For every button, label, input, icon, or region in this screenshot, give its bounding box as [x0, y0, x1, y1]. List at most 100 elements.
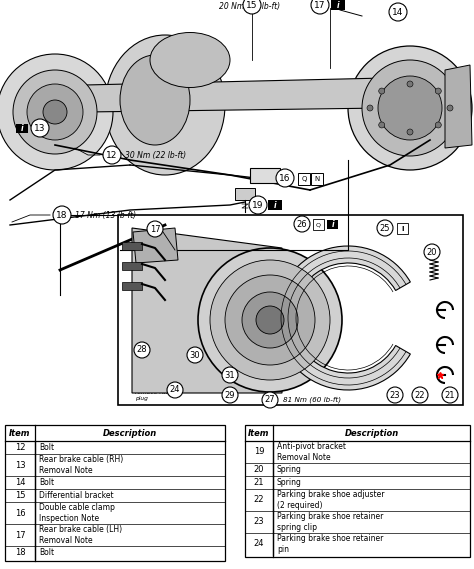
Circle shape — [276, 169, 294, 187]
Bar — [235, 188, 255, 200]
Text: Bolt: Bolt — [39, 548, 54, 557]
Text: 30: 30 — [190, 351, 201, 360]
Text: Q: Q — [316, 222, 321, 227]
Circle shape — [103, 146, 121, 164]
Text: Anti-pivot bracket
Removal Note: Anti-pivot bracket Removal Note — [277, 442, 346, 462]
Text: 14: 14 — [15, 478, 25, 487]
Bar — [118, 215, 463, 405]
Text: 22: 22 — [415, 390, 425, 399]
Text: 27: 27 — [264, 395, 275, 405]
Ellipse shape — [150, 32, 230, 88]
Text: 17: 17 — [15, 530, 25, 539]
Circle shape — [424, 244, 440, 260]
Text: 17: 17 — [314, 1, 326, 10]
Text: 19: 19 — [252, 200, 264, 209]
Bar — [245, 425, 470, 557]
Circle shape — [412, 387, 428, 403]
Text: I: I — [401, 225, 404, 232]
Text: Spring: Spring — [277, 478, 302, 487]
Text: 17 Nm (13 lb-ft): 17 Nm (13 lb-ft) — [75, 211, 136, 220]
Circle shape — [407, 81, 413, 87]
Circle shape — [53, 206, 71, 224]
Text: Rear brake cable (RH)
Removal Note: Rear brake cable (RH) Removal Note — [39, 455, 123, 475]
Text: Differential bracket: Differential bracket — [39, 491, 114, 500]
Circle shape — [27, 84, 83, 140]
Circle shape — [379, 122, 385, 128]
Circle shape — [167, 382, 183, 398]
Circle shape — [387, 387, 403, 403]
Bar — [311, 173, 323, 185]
Ellipse shape — [120, 55, 190, 145]
Text: Description: Description — [103, 428, 157, 438]
Text: 19: 19 — [254, 447, 264, 456]
Circle shape — [225, 275, 315, 365]
Text: 21: 21 — [254, 478, 264, 487]
Circle shape — [210, 260, 330, 380]
Circle shape — [243, 0, 261, 14]
Bar — [122, 282, 142, 290]
Text: 13: 13 — [15, 460, 25, 469]
Text: 12: 12 — [15, 443, 25, 452]
Circle shape — [187, 347, 203, 363]
Text: 17: 17 — [150, 225, 160, 233]
Text: 20: 20 — [254, 465, 264, 474]
Circle shape — [377, 220, 393, 236]
Circle shape — [249, 196, 267, 214]
Bar — [122, 262, 142, 270]
Text: i: i — [332, 220, 334, 229]
Circle shape — [311, 0, 329, 14]
Text: Rear brake cable (LH)
Removal Note: Rear brake cable (LH) Removal Note — [39, 525, 122, 545]
Circle shape — [447, 105, 453, 111]
Circle shape — [435, 122, 441, 128]
Text: 15: 15 — [15, 491, 25, 500]
Circle shape — [147, 221, 163, 237]
Text: Spring: Spring — [277, 465, 302, 474]
Circle shape — [262, 392, 278, 408]
Bar — [268, 200, 282, 210]
Circle shape — [442, 387, 458, 403]
Text: 28: 28 — [137, 345, 147, 354]
Bar — [5, 425, 225, 561]
Text: Parking brake shoe retainer
pin: Parking brake shoe retainer pin — [277, 534, 383, 554]
Text: Item: Item — [248, 428, 270, 438]
Polygon shape — [132, 228, 282, 393]
Text: 12: 12 — [106, 150, 118, 159]
Text: 20 Nm (15 lb-ft): 20 Nm (15 lb-ft) — [219, 2, 280, 10]
Text: 14: 14 — [392, 7, 404, 17]
Ellipse shape — [105, 35, 225, 175]
Text: Parking brake shoe adjuster
(2 required): Parking brake shoe adjuster (2 required) — [277, 490, 384, 510]
Bar — [16, 123, 28, 133]
Circle shape — [31, 119, 49, 137]
Text: 21: 21 — [445, 390, 455, 399]
Text: 16: 16 — [279, 174, 291, 183]
Text: 31: 31 — [225, 370, 235, 380]
Polygon shape — [85, 78, 385, 112]
Text: i: i — [273, 200, 276, 209]
Text: remove rubber
plug: remove rubber plug — [135, 390, 179, 401]
Circle shape — [256, 306, 284, 334]
Text: 81 Nm (60 lb-ft): 81 Nm (60 lb-ft) — [283, 397, 341, 403]
Circle shape — [222, 367, 238, 383]
Bar — [397, 223, 408, 234]
Circle shape — [13, 70, 97, 154]
Bar — [122, 242, 142, 250]
Text: Q: Q — [301, 176, 307, 182]
Text: Bolt: Bolt — [39, 443, 54, 452]
Circle shape — [198, 248, 342, 392]
Bar — [331, 0, 345, 10]
Circle shape — [407, 129, 413, 135]
Text: i: i — [337, 1, 339, 10]
Text: Item: Item — [9, 428, 31, 438]
Text: Parking brake shoe retainer
spring clip: Parking brake shoe retainer spring clip — [277, 512, 383, 532]
Circle shape — [294, 216, 310, 232]
Circle shape — [222, 387, 238, 403]
Circle shape — [379, 88, 385, 94]
Text: Double cable clamp
Inspection Note: Double cable clamp Inspection Note — [39, 503, 115, 523]
Text: 20: 20 — [427, 248, 437, 257]
Text: i: i — [21, 123, 23, 133]
Text: 24: 24 — [170, 386, 180, 394]
Circle shape — [43, 100, 67, 124]
Text: 30 Nm (22 lb-ft): 30 Nm (22 lb-ft) — [125, 150, 186, 159]
Circle shape — [378, 76, 442, 140]
Text: 23: 23 — [390, 390, 401, 399]
